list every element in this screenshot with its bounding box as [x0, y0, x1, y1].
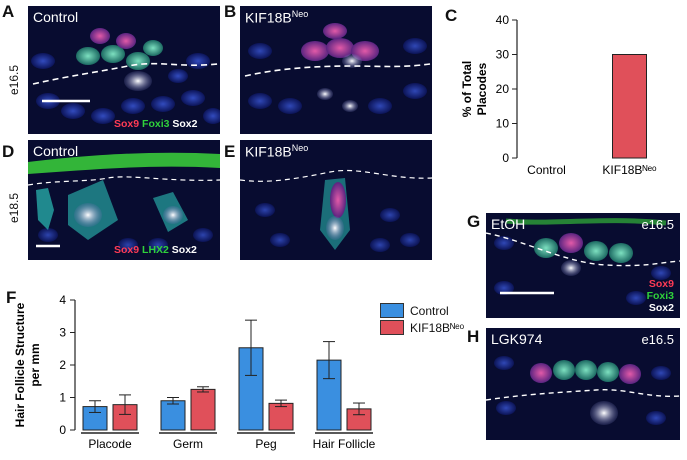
panel-h-stage: e16.5	[641, 332, 674, 347]
chart-f-bar	[268, 402, 294, 431]
panel-g-stage: e16.5	[641, 217, 674, 232]
panel-label-h: H	[467, 327, 480, 346]
chart-c-ytick-label: 30	[496, 48, 510, 62]
stain-sox2: Sox2	[172, 118, 198, 130]
micrograph-a-image	[28, 6, 220, 134]
chart-c-ylabel-line1: % of Total	[460, 61, 474, 117]
panel-label-d: D	[2, 142, 15, 161]
panel-h-title: LGK974	[491, 331, 543, 347]
micrograph-d: Control Sox9 LHX2 Sox2	[28, 140, 220, 260]
chart-f-ytick-label: 4	[59, 293, 66, 307]
stain-sox2-d: Sox2	[171, 244, 197, 256]
micrograph-e: KIF18BNeo	[240, 140, 432, 260]
row-label-e18: e18.5	[7, 192, 21, 223]
stain-sox9-g: Sox9	[648, 278, 674, 290]
chart-f-ylabel-line2: per mm	[28, 343, 42, 386]
stain-sox2-g: Sox2	[648, 302, 674, 314]
chart-c-ytick-label: 20	[496, 82, 510, 96]
chart-c-xtick-label: Control	[527, 163, 566, 177]
micrograph-h-image	[486, 328, 680, 440]
panel-label-g: G	[467, 212, 481, 231]
micrograph-a: Control Sox9 Foxi3 Sox2	[28, 6, 220, 134]
chart-c: 0 10 20 30 40 % of TotalPlacodes Control KIF18B…	[460, 14, 657, 177]
chart-f-ytick-label: 0	[59, 423, 66, 437]
chart-f-xtick-label: Peg	[255, 437, 276, 451]
chart-c-ytick-label: 10	[496, 117, 510, 131]
chart-f-xtick-label: Placode	[88, 437, 132, 451]
chart-f-bar	[316, 359, 342, 431]
chart-f-bar	[160, 400, 186, 431]
stain-sox9: Sox9	[114, 118, 140, 130]
panel-a-title: Control	[33, 9, 79, 25]
legend-label-kif: KIF18Bᴺᵉᵒ	[410, 320, 465, 335]
panel-d-stains: Sox9 LHX2 Sox2	[114, 244, 197, 256]
panel-g-title: EtOH	[491, 216, 526, 232]
legend-item-control: Control	[380, 303, 449, 318]
micrograph-h: LGK974 e16.5	[486, 328, 680, 440]
panel-label-a: A	[2, 2, 15, 21]
chart-f-xtick-label: Germ	[173, 437, 203, 451]
stain-sox9-d: Sox9	[114, 244, 140, 256]
chart-f-bar	[190, 388, 216, 431]
micrograph-b-image	[240, 6, 432, 134]
chart-f: 0 1 2 3 4 Hair Follicle Structureper mm Placod…	[13, 293, 376, 451]
micrograph-b: KIF18BNeo	[240, 6, 432, 134]
chart-c-xtick-label: KIF18Bᴺᵉᵒ	[602, 163, 657, 177]
stain-foxi3-g: Foxi3	[646, 290, 674, 302]
panel-d-title: Control	[33, 143, 79, 159]
chart-c-ylabel: % of TotalPlacodes	[460, 61, 489, 117]
legend-swatch-kif	[380, 320, 404, 335]
legend-item-kif: KIF18Bᴺᵉᵒ	[380, 320, 464, 335]
micrograph-e-image	[240, 140, 432, 260]
micrograph-d-image	[28, 140, 220, 260]
panel-label-f: F	[6, 288, 17, 307]
micrograph-g-image	[486, 213, 680, 318]
chart-f-ytick-label: 1	[59, 391, 66, 405]
stain-foxi3: Foxi3	[142, 118, 170, 130]
panel-label-e: E	[224, 142, 236, 161]
chart-f-ytick-label: 3	[59, 326, 66, 340]
stain-lhx2: LHX2	[142, 244, 169, 256]
chart-c-ytick-label: 0	[502, 151, 509, 165]
panel-label-c: C	[445, 6, 458, 25]
chart-f-ylabel-line1: Hair Follicle Structure	[13, 302, 27, 427]
panel-label-b: B	[224, 2, 237, 21]
chart-c-bar	[612, 54, 647, 159]
chart-c-ytick-label: 40	[496, 14, 510, 27]
chart-f-ylabel: Hair Follicle Structureper mm	[13, 302, 42, 427]
legend-label-control: Control	[410, 303, 449, 318]
micrograph-g: EtOH e16.5 Sox9 Foxi3 Sox2	[486, 213, 680, 318]
legend-swatch-control	[380, 303, 404, 318]
panel-a-stains: Sox9 Foxi3 Sox2	[114, 118, 198, 130]
panel-b-title: KIF18BNeo	[245, 9, 309, 26]
panel-e-title: KIF18BNeo	[245, 143, 309, 160]
chart-c-ylabel-line2: Placodes	[475, 62, 489, 115]
row-label-e16: e16.5	[7, 64, 21, 95]
chart-f-xtick-label: Hair Follicle	[313, 437, 376, 451]
panel-g-stains: Sox9 Foxi3 Sox2	[647, 278, 674, 314]
chart-f-ytick-label: 2	[59, 358, 66, 372]
